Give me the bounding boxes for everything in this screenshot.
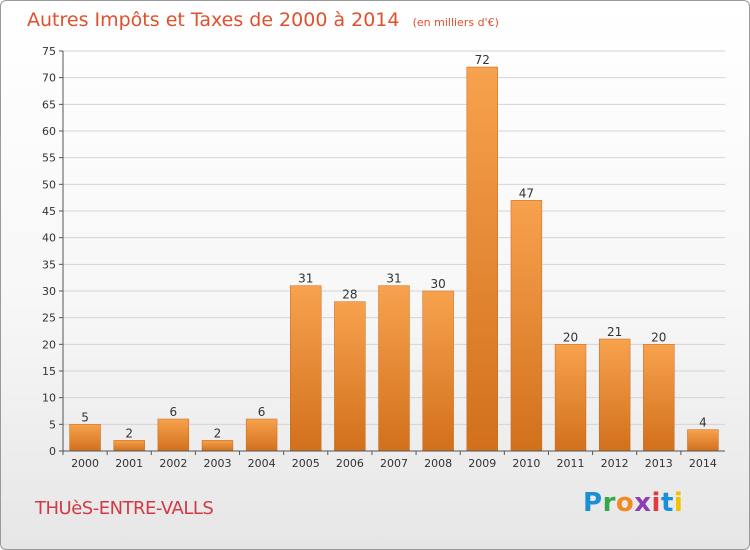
bar-2011 (554, 344, 587, 452)
x-tick-label: 2000 (71, 457, 99, 470)
chart-title-block: Autres Impôts et Taxes de 2000 à 2014 (e… (27, 9, 499, 31)
bar-2013 (643, 344, 675, 452)
bar-2010 (510, 200, 543, 452)
y-tick-label: 35 (42, 258, 56, 271)
x-tick-label: 2002 (159, 457, 187, 470)
bar-2002 (157, 418, 190, 452)
chart-title: Autres Impôts et Taxes de 2000 à 2014 (27, 9, 400, 31)
y-tick-label: 0 (49, 445, 56, 458)
y-tick-label: 70 (42, 72, 56, 85)
x-tick-labels: 2000 2001 2002 2003 2004 2005 2006 2007 2008 2009… (62, 451, 717, 470)
x-tick-label: 2013 (645, 457, 673, 470)
bar-2012 (598, 338, 631, 452)
data-label-2013: 20 (651, 330, 666, 344)
y-tick-label: 10 (42, 392, 56, 405)
y-tick-label: 45 (42, 205, 56, 218)
x-tick-label: 2003 (203, 457, 231, 470)
axes (62, 51, 725, 452)
y-tick-labels: 0 5 10 15 20 25 30 35 40 45 50 55 60 65 70 75 (42, 45, 56, 458)
data-label-2010: 47 (519, 186, 534, 200)
x-tick-label: 2010 (512, 457, 540, 470)
data-label-2009: 72 (475, 53, 490, 67)
x-tick-label: 2012 (601, 457, 629, 470)
y-tick-label: 20 (42, 338, 56, 351)
x-tick-label: 2001 (115, 457, 143, 470)
data-label-2005: 31 (298, 272, 313, 286)
data-label-2006: 28 (342, 288, 357, 302)
bar-2003 (201, 440, 234, 452)
y-tick-label: 60 (42, 125, 56, 138)
x-tick-label: 2004 (248, 457, 276, 470)
data-label-2004: 6 (258, 405, 266, 419)
data-labels: 5 2 6 2 6 31 28 31 30 72 47 20 21 20 4 (81, 53, 707, 440)
data-label-2008: 30 (430, 277, 445, 291)
bar-2001 (113, 440, 145, 452)
y-tick-label: 65 (42, 98, 56, 111)
bar-2014 (687, 429, 719, 452)
bar-2006 (334, 301, 366, 452)
data-label-2014: 4 (699, 416, 707, 430)
y-tick-label: 25 (42, 312, 56, 325)
y-tick-label: 40 (42, 232, 56, 245)
bar-2000 (69, 424, 101, 452)
y-tick-label: 75 (42, 45, 56, 58)
data-label-2000: 5 (81, 410, 89, 424)
y-tick-label: 5 (49, 418, 56, 431)
data-label-2001: 2 (125, 426, 133, 440)
x-tick-label: 2007 (380, 457, 408, 470)
chart-unit: (en milliers d'€) (412, 16, 499, 29)
x-tick-label: 2008 (424, 457, 452, 470)
x-tick-label: 2014 (689, 457, 717, 470)
data-label-2002: 6 (170, 405, 178, 419)
y-tick-label: 15 (42, 365, 56, 378)
brand-logo: Proxiti (583, 488, 684, 518)
y-tick-label: 30 (42, 285, 56, 298)
x-tick-label: 2005 (292, 457, 320, 470)
data-label-2012: 21 (607, 325, 622, 339)
data-label-2007: 31 (386, 272, 401, 286)
bar-2004 (245, 418, 278, 452)
data-label-2011: 20 (563, 330, 578, 344)
y-tick-label: 55 (42, 152, 56, 165)
bar-2007 (378, 285, 410, 452)
y-tick-label: 50 (42, 178, 56, 191)
bar-2008 (422, 290, 454, 452)
x-tick-label: 2006 (336, 457, 364, 470)
data-label-2003: 2 (214, 426, 222, 440)
bar-2009 (466, 66, 498, 452)
bar-2005 (290, 285, 322, 452)
x-tick-label: 2011 (557, 457, 585, 470)
x-tick-label: 2009 (468, 457, 496, 470)
commune-name: THUèS-ENTRE-VALLS (35, 498, 214, 519)
bars (69, 66, 719, 452)
